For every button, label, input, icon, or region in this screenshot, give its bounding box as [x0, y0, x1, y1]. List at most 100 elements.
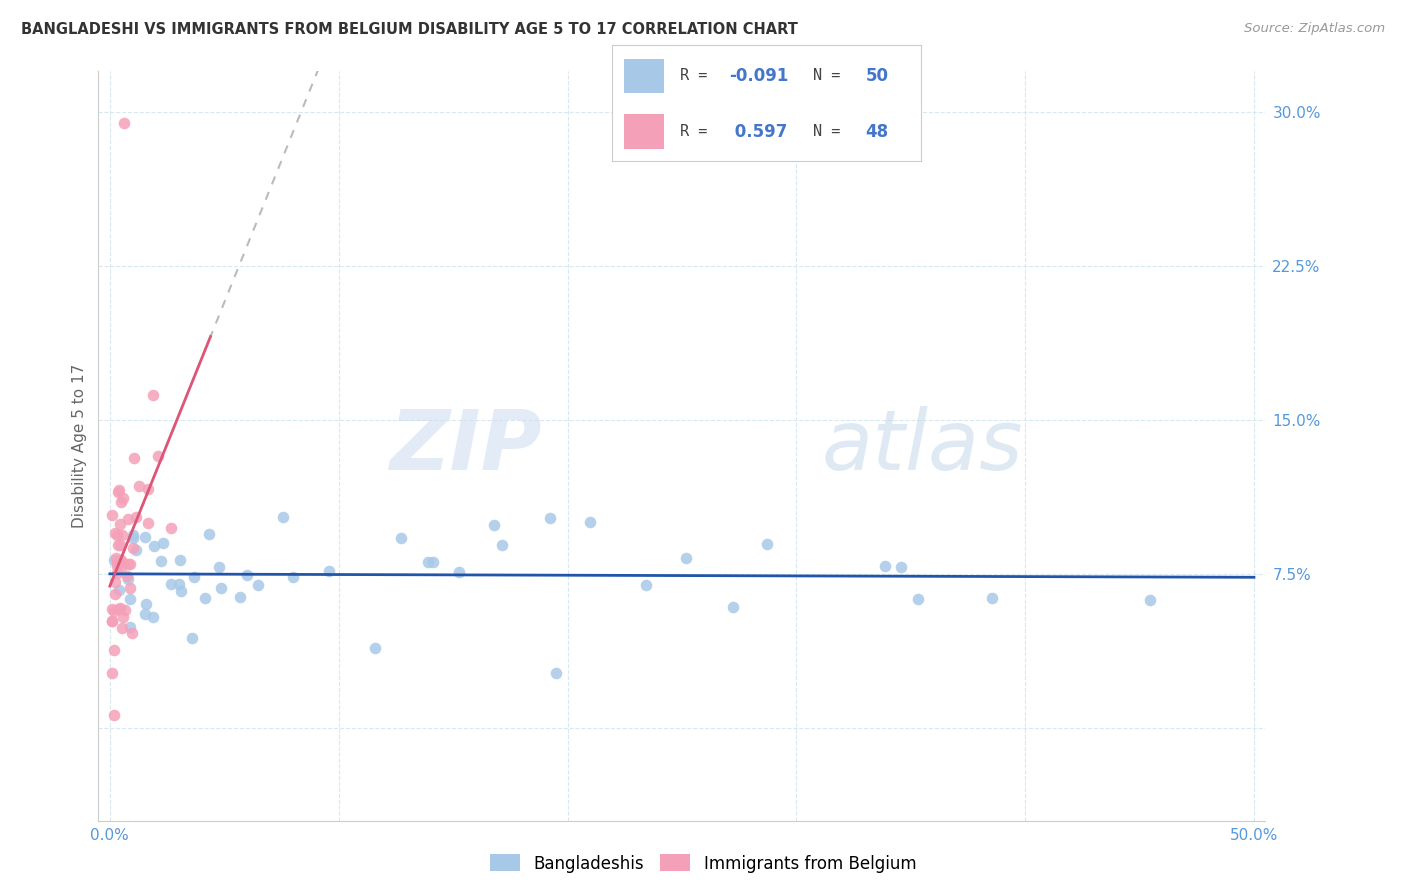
Point	[890, 559, 912, 574]
Point	[416, 555, 439, 569]
Point	[160, 521, 183, 535]
Point	[169, 577, 191, 591]
Point	[117, 512, 139, 526]
Point	[194, 591, 217, 606]
Point	[101, 666, 124, 681]
Point	[873, 558, 896, 573]
Point	[538, 511, 561, 525]
Point	[103, 604, 125, 618]
Point	[143, 539, 166, 553]
Text: ZIP: ZIP	[389, 406, 541, 486]
Point	[544, 665, 567, 680]
Point	[169, 553, 191, 567]
Legend: Bangladeshis, Immigrants from Belgium: Bangladeshis, Immigrants from Belgium	[484, 847, 922, 880]
Point	[183, 570, 205, 584]
Point	[120, 557, 142, 571]
Point	[110, 553, 132, 567]
Point	[142, 388, 165, 402]
Point	[246, 577, 269, 591]
Point	[198, 527, 221, 541]
Point	[118, 592, 141, 607]
Point	[180, 632, 202, 646]
Point	[136, 516, 159, 531]
Point	[110, 554, 132, 568]
Point	[110, 560, 132, 574]
Point	[108, 602, 131, 616]
Point	[108, 483, 131, 497]
Point	[121, 531, 143, 545]
Point	[134, 530, 156, 544]
Point	[318, 564, 340, 578]
Point	[152, 536, 174, 550]
Point	[110, 495, 132, 509]
Point	[101, 614, 124, 628]
Point	[364, 641, 387, 656]
Point	[107, 582, 129, 597]
Text: R =: R =	[679, 124, 716, 139]
Point	[117, 573, 139, 587]
Text: R =: R =	[679, 69, 716, 84]
Point	[104, 525, 127, 540]
Text: BANGLADESHI VS IMMIGRANTS FROM BELGIUM DISABILITY AGE 5 TO 17 CORRELATION CHART: BANGLADESHI VS IMMIGRANTS FROM BELGIUM D…	[21, 22, 799, 37]
Point	[103, 708, 125, 723]
FancyBboxPatch shape	[624, 114, 664, 149]
Point	[125, 509, 148, 524]
Point	[104, 574, 127, 589]
Point	[389, 531, 412, 545]
Point	[118, 620, 141, 634]
Point	[135, 597, 157, 611]
Point	[1139, 593, 1161, 607]
Point	[271, 510, 294, 524]
Point	[105, 556, 128, 570]
Point	[578, 515, 600, 529]
Point	[101, 614, 124, 628]
Point	[229, 591, 252, 605]
Point	[104, 550, 127, 565]
Point	[108, 538, 131, 552]
Point	[422, 555, 444, 569]
Point	[125, 543, 148, 558]
Point	[108, 516, 131, 531]
Point	[449, 565, 471, 579]
Point	[103, 643, 125, 657]
Point	[675, 551, 697, 566]
FancyBboxPatch shape	[624, 59, 664, 94]
Point	[134, 607, 156, 621]
Text: 48: 48	[865, 122, 889, 141]
Point	[117, 557, 139, 571]
Point	[105, 558, 128, 573]
Point	[104, 587, 127, 601]
Text: N =: N =	[813, 124, 849, 139]
Point	[128, 479, 150, 493]
Point	[142, 610, 165, 624]
Text: 50: 50	[865, 67, 889, 85]
Point	[138, 482, 160, 496]
Point	[723, 600, 745, 615]
Point	[981, 591, 1004, 606]
Point	[121, 626, 143, 640]
Point	[907, 591, 929, 606]
Point	[634, 578, 657, 592]
Point	[112, 116, 135, 130]
Point	[208, 560, 231, 574]
Point	[101, 602, 124, 616]
Point	[111, 528, 134, 542]
Point	[756, 537, 779, 551]
Point	[112, 491, 135, 505]
Text: 0.597: 0.597	[730, 122, 787, 141]
Point	[115, 569, 138, 583]
Text: atlas: atlas	[823, 406, 1024, 486]
Point	[108, 601, 131, 615]
Point	[122, 541, 145, 556]
Point	[160, 577, 183, 591]
Point	[149, 553, 172, 567]
Point	[103, 553, 125, 567]
Point	[101, 508, 124, 522]
Point	[107, 484, 129, 499]
Point	[120, 581, 142, 595]
Point	[482, 518, 505, 533]
Point	[111, 610, 134, 624]
Point	[114, 603, 136, 617]
Point	[146, 450, 169, 464]
Point	[122, 451, 145, 466]
